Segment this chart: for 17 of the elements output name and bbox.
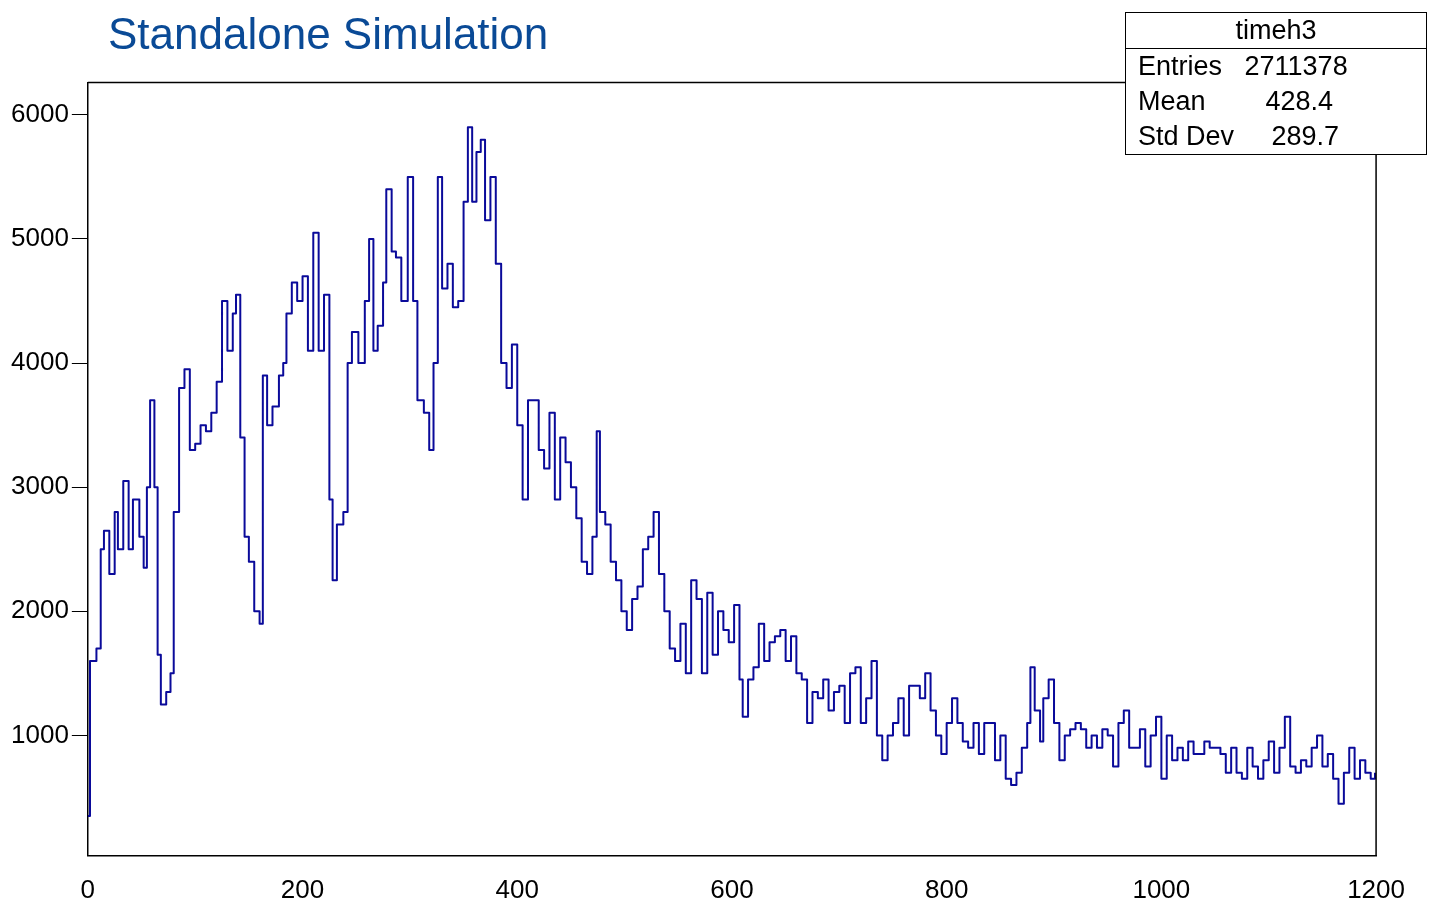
- x-tick-label: 400: [495, 873, 539, 904]
- y-tick-label: 1000: [11, 718, 69, 749]
- x-tick-label: 800: [924, 873, 969, 904]
- y-tick-label: 3000: [11, 470, 69, 501]
- y-tick-label: 6000: [11, 98, 69, 129]
- x-tick-label: 1200: [1347, 873, 1405, 904]
- annotation: Mean 428.4: [1137, 85, 1335, 118]
- y-tick-label: 4000: [11, 346, 69, 377]
- x-tick-label: 1000: [1132, 873, 1191, 904]
- y-tick-label: 5000: [11, 222, 69, 253]
- x-tick-label: 200: [280, 873, 325, 904]
- x-tick-label: 0: [80, 873, 96, 904]
- chart-title: Standalone Simulation: [108, 8, 549, 60]
- stats-box: timeh3 Entries 2711378 Mean 428.4 Std Dev 289.7: [1125, 12, 1427, 155]
- y-tick-label: 2000: [11, 594, 69, 625]
- x-tick-label: 600: [710, 873, 754, 904]
- annotation: Std Dev 289.7: [1137, 120, 1341, 153]
